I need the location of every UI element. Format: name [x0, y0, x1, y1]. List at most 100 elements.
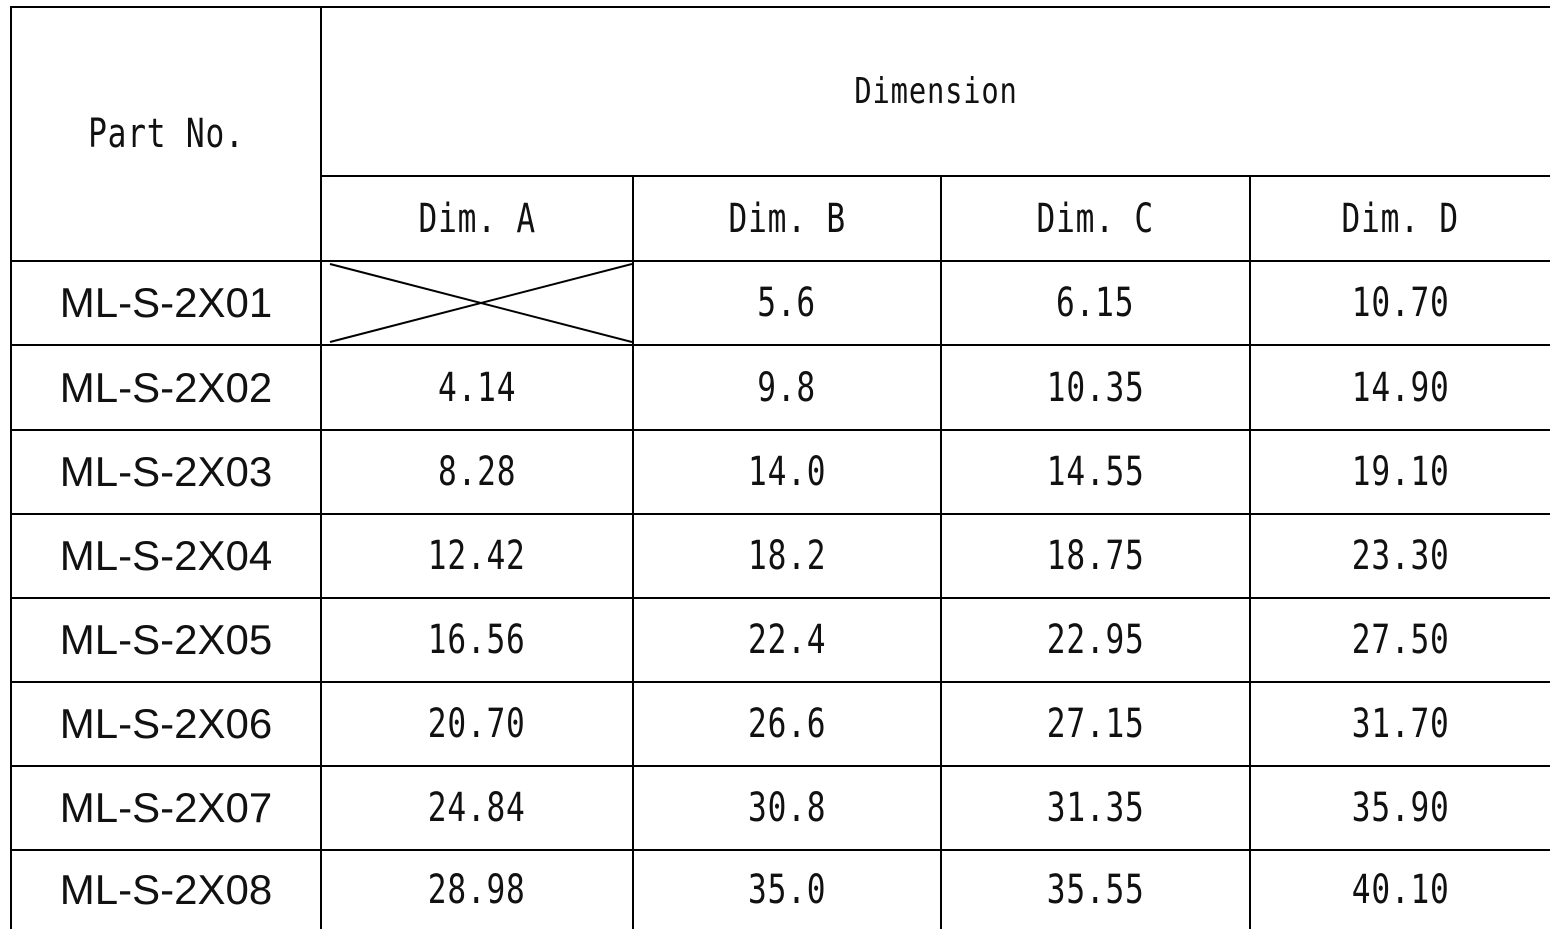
dim-c-value: 6.15	[942, 262, 1249, 344]
dim-c-text: 27.15	[1046, 701, 1145, 747]
row-divider	[10, 597, 1550, 599]
header-part-no-cell: Part No.	[12, 8, 320, 260]
dim-c-text: 6.15	[1056, 280, 1135, 326]
part-number: ML-S-2X07	[59, 784, 273, 831]
dim-d-text: 35.90	[1351, 785, 1450, 831]
dim-b-value: 22.4	[634, 599, 940, 681]
table-row: ML-S-2X02	[12, 346, 320, 429]
row-divider	[10, 849, 1550, 851]
header-dim-b: Dim. B	[728, 195, 846, 242]
dim-a-value: 20.70	[322, 683, 632, 765]
header-dim-a: Dim. A	[418, 195, 536, 242]
dim-b-text: 18.2	[747, 533, 827, 579]
header-dim-b-cell: Dim. B	[634, 177, 940, 260]
dim-a-value: 16.56	[322, 599, 632, 681]
table-row: ML-S-2X07	[12, 767, 320, 849]
not-applicable-cross-icon	[329, 263, 632, 343]
dim-b-value: 9.8	[634, 346, 940, 429]
part-number: ML-S-2X08	[59, 866, 273, 913]
dim-a-text: 28.98	[428, 867, 526, 913]
part-number: ML-S-2X01	[59, 279, 273, 326]
dim-d-value: 31.70	[1251, 683, 1550, 765]
dim-b-text: 14.0	[747, 449, 827, 495]
dim-b-text: 35.0	[747, 867, 827, 913]
part-number: ML-S-2X03	[59, 448, 273, 495]
dim-a-text: 4.14	[437, 364, 517, 411]
dim-b-text: 30.8	[747, 785, 827, 831]
part-number: ML-S-2X05	[59, 616, 273, 663]
dim-a-text: 24.84	[428, 785, 526, 831]
dim-a-text: 12.42	[428, 533, 526, 579]
table-row: ML-S-2X04	[12, 515, 320, 597]
dim-b-text: 22.4	[747, 617, 827, 663]
header-bottom-border	[10, 260, 1550, 262]
dim-c-text: 14.55	[1046, 449, 1145, 495]
dim-b-value: 30.8	[634, 767, 940, 849]
dim-a-value: 28.98	[322, 851, 632, 929]
table-left-border	[10, 6, 12, 929]
part-number: ML-S-2X02	[59, 363, 273, 411]
header-dim-d: Dim. D	[1341, 195, 1460, 242]
dim-a-value: 12.42	[322, 515, 632, 597]
col-divider-bc	[940, 175, 942, 929]
header-dim-d-cell: Dim. D	[1251, 177, 1550, 260]
header-dim-c-cell: Dim. C	[942, 177, 1249, 260]
header-dimension: Dimension	[854, 71, 1018, 112]
dim-b-value: 18.2	[634, 515, 940, 597]
dim-a-value: 24.84	[322, 767, 632, 849]
dim-d-text: 27.50	[1351, 617, 1450, 663]
dim-b-value: 26.6	[634, 683, 940, 765]
dim-b-text: 5.6	[757, 280, 817, 326]
header-dimension-cell: Dimension	[322, 8, 1550, 175]
dim-d-value: 35.90	[1251, 767, 1550, 849]
row-divider	[10, 681, 1550, 683]
dim-c-value: 22.95	[942, 599, 1249, 681]
dim-d-text: 14.90	[1351, 364, 1450, 411]
dim-d-value: 10.70	[1251, 262, 1550, 344]
table-top-border	[10, 6, 1550, 8]
dim-d-text: 31.70	[1351, 701, 1450, 747]
dim-d-value: 27.50	[1251, 599, 1550, 681]
table-row: ML-S-2X08	[12, 851, 320, 929]
dim-d-text: 10.70	[1351, 280, 1450, 326]
part-number: ML-S-2X04	[59, 532, 273, 579]
dim-d-value: 23.30	[1251, 515, 1550, 597]
row-divider	[10, 765, 1550, 767]
dim-d-value: 19.10	[1251, 431, 1550, 513]
dim-c-text: 31.35	[1046, 785, 1145, 831]
table-row: ML-S-2X03	[12, 431, 320, 513]
header-part-no: Part No.	[87, 111, 245, 157]
part-number: ML-S-2X06	[59, 700, 273, 747]
dim-d-text: 40.10	[1351, 867, 1450, 913]
dim-d-text: 23.30	[1351, 533, 1450, 579]
dim-c-text: 10.35	[1046, 364, 1145, 411]
dim-c-value: 35.55	[942, 851, 1249, 929]
dim-b-text: 26.6	[747, 701, 827, 747]
dim-c-text: 18.75	[1046, 533, 1145, 579]
table-row: ML-S-2X05	[12, 599, 320, 681]
row-divider	[10, 344, 1550, 346]
dim-d-value: 40.10	[1251, 851, 1550, 929]
row-divider	[10, 429, 1550, 431]
row-divider	[10, 513, 1550, 515]
dim-b-value: 5.6	[634, 262, 940, 344]
dim-a-text: 8.28	[437, 449, 517, 495]
dim-a-value: 8.28	[322, 431, 632, 513]
dim-b-text: 9.8	[757, 364, 817, 411]
part-column-divider	[320, 6, 322, 929]
table-row: ML-S-2X06	[12, 683, 320, 765]
col-divider-cd	[1249, 175, 1251, 929]
dim-a-text: 16.56	[428, 617, 526, 663]
header-dim-a-cell: Dim. A	[322, 177, 632, 260]
dim-d-value: 14.90	[1251, 346, 1550, 429]
dim-c-value: 10.35	[942, 346, 1249, 429]
dim-c-value: 18.75	[942, 515, 1249, 597]
dim-c-text: 35.55	[1046, 867, 1145, 913]
dim-a-value: 4.14	[322, 346, 632, 429]
header-dim-c: Dim. C	[1036, 195, 1155, 242]
dim-c-value: 27.15	[942, 683, 1249, 765]
table-row: ML-S-2X01	[12, 262, 320, 344]
group-header-divider	[322, 175, 1550, 177]
dim-a-text: 20.70	[428, 701, 526, 747]
